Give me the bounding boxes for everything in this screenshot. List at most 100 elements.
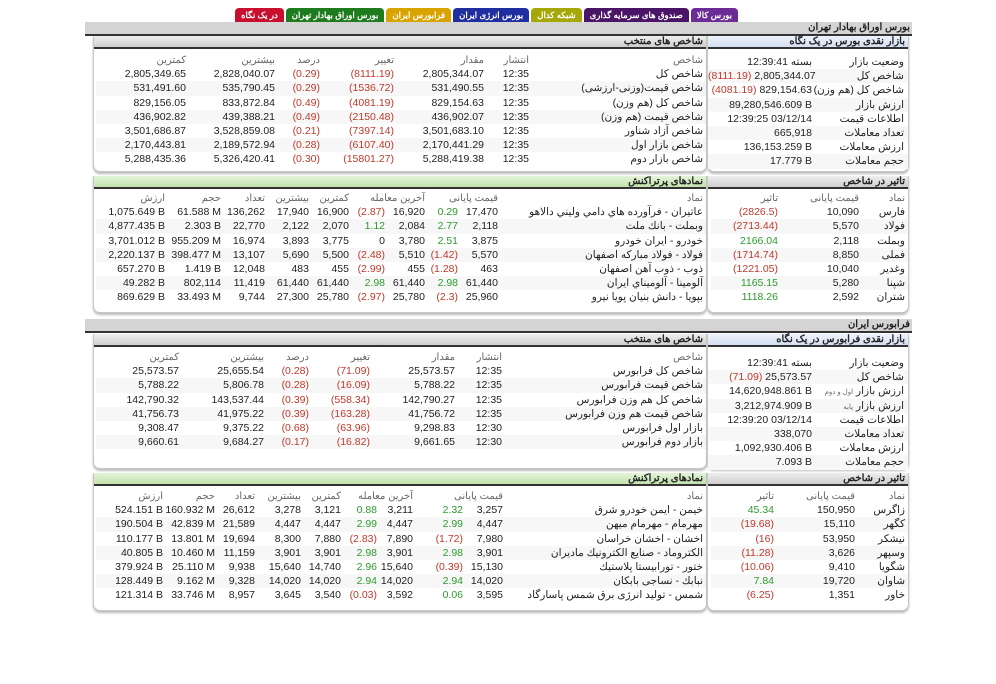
table-row[interactable]: کگهر 15,110 (19.68) [711, 517, 908, 532]
table-row[interactable]: شاخص کل 12:35 2,805,344.07 (8111.19) (0.29) 2… [96, 67, 706, 81]
column-header: بیشترین [275, 192, 309, 204]
tab-6[interactable]: بورس کالا [690, 8, 738, 22]
table-row[interactable]: شاخص قیمت هم وزن فرابورس 12:35 41,756.72 (1… [96, 406, 706, 421]
row-name[interactable]: فولاد [883, 220, 905, 233]
row-name[interactable]: شاخص قیمت فرابورس [601, 379, 703, 392]
row-name[interactable]: شاخص کل فرابورس [612, 365, 703, 378]
row-name[interactable]: شمس - تولید انرژی برق شمس پاسارگاد [527, 589, 703, 602]
table-row[interactable]: شاخص کل هم وزن فرابورس 12:35 142,790.27 (55… [96, 393, 706, 407]
table-row[interactable]: نبابك - نساجی بابكان 14,020 2.94 14,020 2.94… [95, 574, 706, 589]
row-name[interactable]: ذوب - ذوب آهن اصفهان [599, 263, 703, 276]
table-row[interactable]: فولاد 5,570 (2713.44) [711, 219, 908, 234]
table-row[interactable]: عاتیران - فرآورده هاي دامي وليني دالاهو 1… [96, 205, 706, 219]
value-cell: 17,940 [268, 205, 312, 219]
row-name[interactable]: خیمن - ایمن خودرو شرق [594, 504, 703, 517]
table-row[interactable]: زاگرس 150,950 45.34 [711, 503, 908, 517]
table-row[interactable]: شتران 2,592 1118.26 [711, 290, 908, 304]
row-name[interactable]: شاخص بازار دوم [630, 153, 703, 166]
row-name[interactable]: اخشان - اخشان خراسان [596, 532, 703, 545]
table-row[interactable]: ذوب - ذوب آهن اصفهان 463 (1.28) 455 (2.99) 45… [96, 262, 706, 276]
tab-2[interactable]: فرابورس ایران [386, 8, 452, 22]
table-row[interactable]: فولاد - فولاد مباركه اصفهان 5,570 (1.42) 5,… [95, 247, 706, 262]
row-name[interactable]: فملی [881, 248, 905, 261]
tab-4[interactable]: شبکه کدال [531, 8, 582, 22]
value-cell: 3,528,859.08 [189, 124, 278, 138]
table-row[interactable]: وسپهر 3,626 (11.28) [711, 545, 908, 560]
row-name[interactable]: شاخص آزاد شناور [624, 125, 703, 138]
table-row[interactable]: شاخص بازار دوم 12:35 5,288,419.38 (15801.27… [96, 152, 706, 166]
tab-1[interactable]: بورس اوراق بهادار تهران [285, 8, 385, 22]
table-row[interactable]: شپنا 5,280 1165.15 [711, 276, 908, 291]
row-name[interactable]: وسپهر [877, 546, 905, 559]
row-name[interactable]: آلومينا - آلومیناي ايران [606, 277, 703, 290]
table-row[interactable]: وغدیر 10,040 (1221.05) [711, 262, 908, 276]
row-name[interactable]: شتران [876, 291, 905, 304]
cell-value: 25,780 [392, 291, 425, 304]
row-name[interactable]: شاخص قیمت (هم وزن) [600, 110, 703, 123]
table-row[interactable]: شاخص بازار اول 12:35 2,170,441.29 (6107.40)… [96, 138, 706, 153]
row-name[interactable]: نیشکر [877, 532, 905, 545]
row-name[interactable]: وغدیر [880, 263, 905, 276]
table-row[interactable]: الکتروماد - صنایع الکترونیك مادیران 3,901… [95, 545, 706, 560]
row-name[interactable]: خودرو - ايران خودرو [615, 234, 703, 247]
row-name[interactable]: خاور [885, 589, 905, 602]
row-name[interactable]: بپویا - دانش بنیان پویا نیرو [591, 291, 703, 304]
value-wrap: 12:39:20 03/12/14 [727, 413, 812, 426]
table-row[interactable]: وبملت - بانك ملت 2,118 2.77 2,084 1.12 2,070 2… [95, 219, 706, 234]
table-row[interactable]: خیمن - ایمن خودرو شرق 3,257 2.32 3,211 0.88 3… [96, 503, 706, 517]
row-name-cell: شتران [862, 290, 908, 304]
row-name[interactable]: شاخص کل [655, 68, 703, 81]
tab-5[interactable]: صندوق های سرمایه گذاری [583, 8, 689, 22]
row-name[interactable]: شاوان [877, 575, 905, 588]
row-name[interactable]: شاخص قیمت(وزنی-ارزشی) [581, 82, 703, 95]
table-row[interactable]: نیشکر 53,950 (16) [711, 532, 908, 546]
overview-row: شاخص کل (هم وزن) (4081.19) 829,154.63 [708, 83, 908, 97]
overview-label: ارزش بازار اول و دوم [816, 384, 908, 398]
table-row[interactable]: بپویا - دانش بنیان پویا نیرو 25,960 (2.3) 2… [96, 290, 706, 304]
row-name[interactable]: فولاد - فولاد مباركه اصفهان [585, 248, 703, 261]
table-row[interactable]: اخشان - اخشان خراسان 7,980 (1.72) 7,890 (2.8… [96, 532, 706, 546]
table-row[interactable]: بازار دوم فرابورس 12:30 9,661.65 (16.82) (0.… [96, 435, 706, 450]
row-name[interactable]: ختور - تورابیستا پلاستیك [599, 561, 703, 574]
tab-0[interactable]: در یک نگاه [235, 8, 284, 22]
row-name[interactable]: بازار دوم فرابورس [621, 436, 703, 449]
row-name[interactable]: وبملت [877, 234, 905, 247]
table-row[interactable]: خاور 1,351 (6.25) [711, 588, 908, 602]
row-name[interactable]: عاتیران - فرآورده هاي دامي وليني دالاهو [529, 206, 703, 219]
row-name[interactable]: فارس [878, 206, 905, 219]
table-row[interactable]: فارس 10,090 (2826.5) [711, 205, 908, 219]
table-row[interactable]: شاخص قیمت فرابورس 12:35 5,788.22 (16.09) (0.… [96, 378, 706, 393]
row-name[interactable]: شاخص قیمت هم وزن فرابورس [565, 407, 703, 420]
table-row[interactable]: مهرمام - مهرمام میهن 4,447 2.99 4,447 2.99 4,… [95, 517, 706, 532]
table-row[interactable]: خودرو - ايران خودرو 3,875 2.51 3,780 0 3,775 3… [96, 234, 706, 248]
value-cell: 19,694 [218, 532, 258, 546]
table-row[interactable]: وبملت 2,118 2166.04 [711, 234, 908, 248]
cell-value: 5,288,419.38 [422, 153, 484, 166]
table-row[interactable]: ختور - تورابیستا پلاستیك 15,130 (0.39) 15,6… [96, 560, 706, 574]
table-row[interactable]: فملی 8,850 (1714.74) [711, 247, 908, 262]
row-name[interactable]: شاخص کل هم وزن فرابورس [576, 393, 703, 406]
row-name[interactable]: شگویا [878, 561, 905, 574]
row-name[interactable]: نبابك - نساجی بابكان [613, 575, 703, 588]
row-name[interactable]: شپنا [886, 277, 905, 290]
cell-value: 12:35 [502, 110, 529, 123]
table-row[interactable]: آلومينا - آلومیناي ايران 61,440 2.98 61,440… [95, 276, 706, 291]
table-row[interactable]: شمس - تولید انرژی برق شمس پاسارگاد 3,595 0… [96, 588, 706, 602]
row-name[interactable]: مهرمام - مهرمام میهن [605, 518, 703, 531]
row-name[interactable]: الکتروماد - صنایع الکترونیك مادیران [550, 546, 703, 559]
row-name[interactable]: شاخص کل (هم وزن) [612, 96, 703, 109]
row-name[interactable]: شاخص بازار اول [631, 139, 703, 152]
row-name[interactable]: زاگرس [873, 504, 905, 517]
table-row[interactable]: شاوان 19,720 7.84 [711, 574, 908, 589]
table-row[interactable]: شگویا 9,410 (10.06) [711, 560, 908, 574]
row-name[interactable]: بازار اول فرابورس [622, 422, 703, 435]
tab-3[interactable]: بورس انرژی ایران [453, 8, 530, 22]
row-name[interactable]: وبملت - بانك ملت [625, 220, 703, 233]
table-row[interactable]: شاخص کل فرابورس 12:35 25,573.57 (71.09) (0.2… [96, 364, 706, 378]
table-row[interactable]: شاخص قیمت(وزنی-ارزشی) 12:35 531,490.55 (153… [96, 81, 706, 96]
table-row[interactable]: بازار اول فرابورس 12:30 9,298.83 (63.96) (0.… [96, 421, 706, 435]
table-row[interactable]: شاخص قیمت (هم وزن) 12:35 436,902.07 (2150.4… [96, 109, 706, 124]
table-row[interactable]: شاخص کل (هم وزن) 12:35 829,154.63 (4081.19)… [96, 96, 706, 110]
row-name[interactable]: کگهر [883, 518, 905, 531]
table-row[interactable]: شاخص آزاد شناور 12:35 3,501,683.10 (7397.14… [96, 124, 706, 138]
